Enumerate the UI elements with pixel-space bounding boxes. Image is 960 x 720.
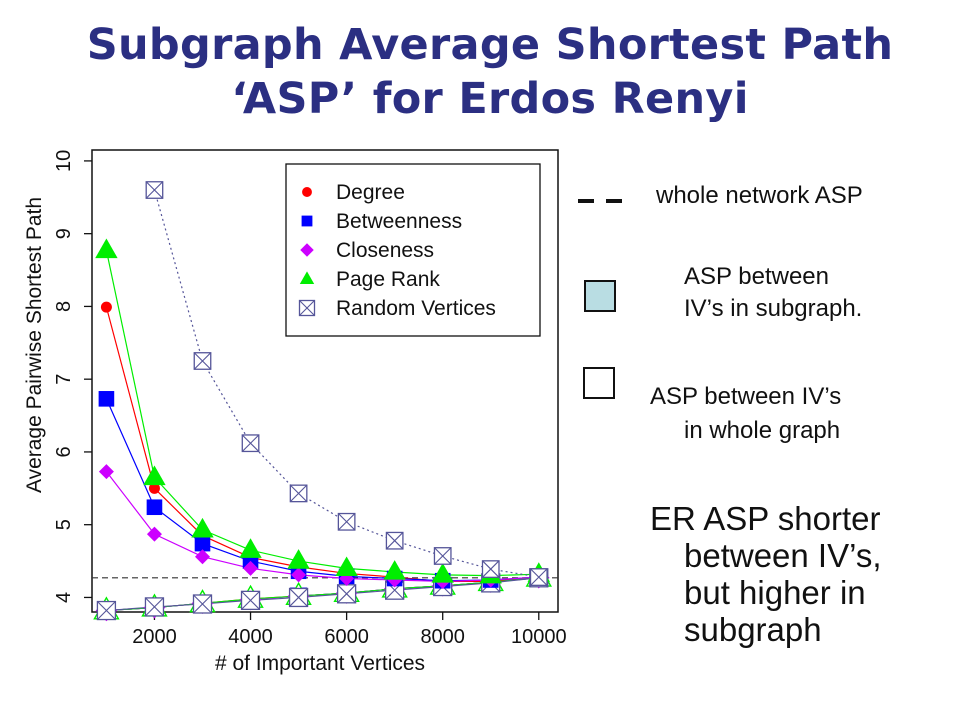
random-vertices-whole-point <box>96 600 117 621</box>
legend: Degree Betweenness Closeness Page Rank Rando… <box>285 163 541 337</box>
closeness-subgraph-point <box>194 549 210 565</box>
subgraph-asp-line-2: IV’s in subgraph. <box>684 295 863 322</box>
legend-label-closeness: Closeness <box>336 239 434 262</box>
y-tick-label: 5 <box>53 519 75 530</box>
legend-marker-closeness <box>300 243 314 257</box>
x-tick-label: 6000 <box>324 626 369 648</box>
random-vertices-whole-line <box>106 577 539 612</box>
legend-label-betweenness: Betweenness <box>336 210 462 233</box>
y-tick-label: 8 <box>53 301 75 312</box>
random-vertices-whole-point <box>240 590 261 611</box>
page-rank-subgraph-point <box>383 560 406 580</box>
closeness-subgraph-line <box>105 471 539 583</box>
series-layer <box>92 181 558 622</box>
y-tick-label: 4 <box>53 592 75 603</box>
closeness-subgraph-point <box>243 560 259 576</box>
y-tick-label: 9 <box>53 228 75 239</box>
page-rank-subgraph-point <box>431 562 454 583</box>
whole-graph-asp-label: ASP between IV’s in whole graph <box>650 380 841 448</box>
page-rank-subgraph-point <box>95 238 118 259</box>
title-line-2: ‘ASP’ for Erdos Renyi <box>231 74 749 124</box>
y-tick-label: 10 <box>53 150 75 172</box>
random-vertices-subgraph-point <box>481 560 500 578</box>
closeness-subgraph-point <box>98 464 114 480</box>
closeness-subgraph-point <box>146 526 162 542</box>
page-rank-subgraph-point <box>191 517 214 538</box>
subgraph-asp-label: ASP between IV’s in subgraph. <box>684 261 862 325</box>
plot-frame <box>91 149 559 613</box>
random-vertices-subgraph-point <box>193 352 212 370</box>
random-vertices-subgraph-point <box>289 484 308 503</box>
page-rank-subgraph-point <box>287 549 310 569</box>
axis-ticks: 2000 4000 6000 8000 10000 4 5 6 7 8 9 10 <box>53 150 567 648</box>
degree-subgraph-point <box>100 301 112 313</box>
note-line-2: between IV’s, <box>684 537 882 574</box>
betweenness-subgraph-point <box>194 535 211 552</box>
random-vertices-whole-point <box>336 584 357 604</box>
legend-label-random-vertices: Random Vertices <box>336 297 496 320</box>
whole-graph-asp-line-2: in whole graph <box>684 417 841 444</box>
page-rank-subgraph-line <box>105 250 539 577</box>
y-tick-label: 6 <box>53 446 75 457</box>
plot-border <box>91 149 559 613</box>
subgraph-swatch <box>584 280 616 312</box>
random-vertices-subgraph-point <box>385 531 404 550</box>
conclusion-note: ER ASP shorter between IV’s, but higher … <box>650 500 950 648</box>
legend-marker-random-vertices <box>298 299 316 317</box>
whole-network-dash-key <box>578 199 624 203</box>
x-tick-label: 10000 <box>511 626 567 648</box>
page-rank-subgraph-point <box>239 538 262 558</box>
legend-label-page-rank: Page Rank <box>336 268 440 291</box>
y-axis-label: Average Pairwise Shortest Path <box>23 197 46 493</box>
betweenness-subgraph-point <box>98 391 115 407</box>
whole-network-asp-label: whole network ASP <box>656 182 863 209</box>
whole-graph-asp-line-1: ASP between IV’s <box>650 383 842 410</box>
random-vertices-whole-point <box>144 597 165 617</box>
betweenness-subgraph-point <box>146 499 163 516</box>
random-vertices-subgraph-point <box>337 512 356 531</box>
note-line-3: but higher in <box>684 574 866 611</box>
note-line-4: subgraph <box>684 611 822 648</box>
random-vertices-subgraph-point <box>433 547 452 565</box>
note-line-1: ER ASP shorter <box>650 500 881 537</box>
betweenness-subgraph-line <box>105 398 539 582</box>
random-vertices-whole-point <box>192 594 213 614</box>
page-rank-subgraph-point <box>143 465 166 486</box>
closeness-subgraph-point <box>291 567 307 583</box>
legend-marker-betweenness <box>301 215 313 227</box>
random-vertices-whole-point <box>288 587 309 608</box>
random-vertices-subgraph-point <box>529 568 548 586</box>
degree-subgraph-point <box>148 482 160 494</box>
x-tick-label: 8000 <box>420 626 465 648</box>
legend-marker-degree <box>302 187 312 197</box>
title-line-1: Subgraph Average Shortest Path <box>86 20 894 70</box>
x-tick-label: 2000 <box>132 626 177 648</box>
subgraph-asp-line-1: ASP between <box>684 263 829 290</box>
page-rank-subgraph-point <box>335 556 358 577</box>
legend-marker-page-rank <box>299 271 315 284</box>
legend-label-degree: Degree <box>336 181 405 204</box>
y-tick-label: 7 <box>53 374 75 385</box>
legend-box <box>285 163 541 337</box>
x-tick-label: 4000 <box>228 626 273 648</box>
random-vertices-subgraph-point <box>241 434 260 453</box>
x-axis-label: # of Important Vertices <box>215 652 425 675</box>
slide-title: Subgraph Average Shortest Path ‘ASP’ for… <box>40 18 940 126</box>
degree-subgraph-line <box>105 306 539 583</box>
random-vertices-subgraph-point <box>145 181 164 199</box>
whole-graph-swatch <box>583 367 615 399</box>
